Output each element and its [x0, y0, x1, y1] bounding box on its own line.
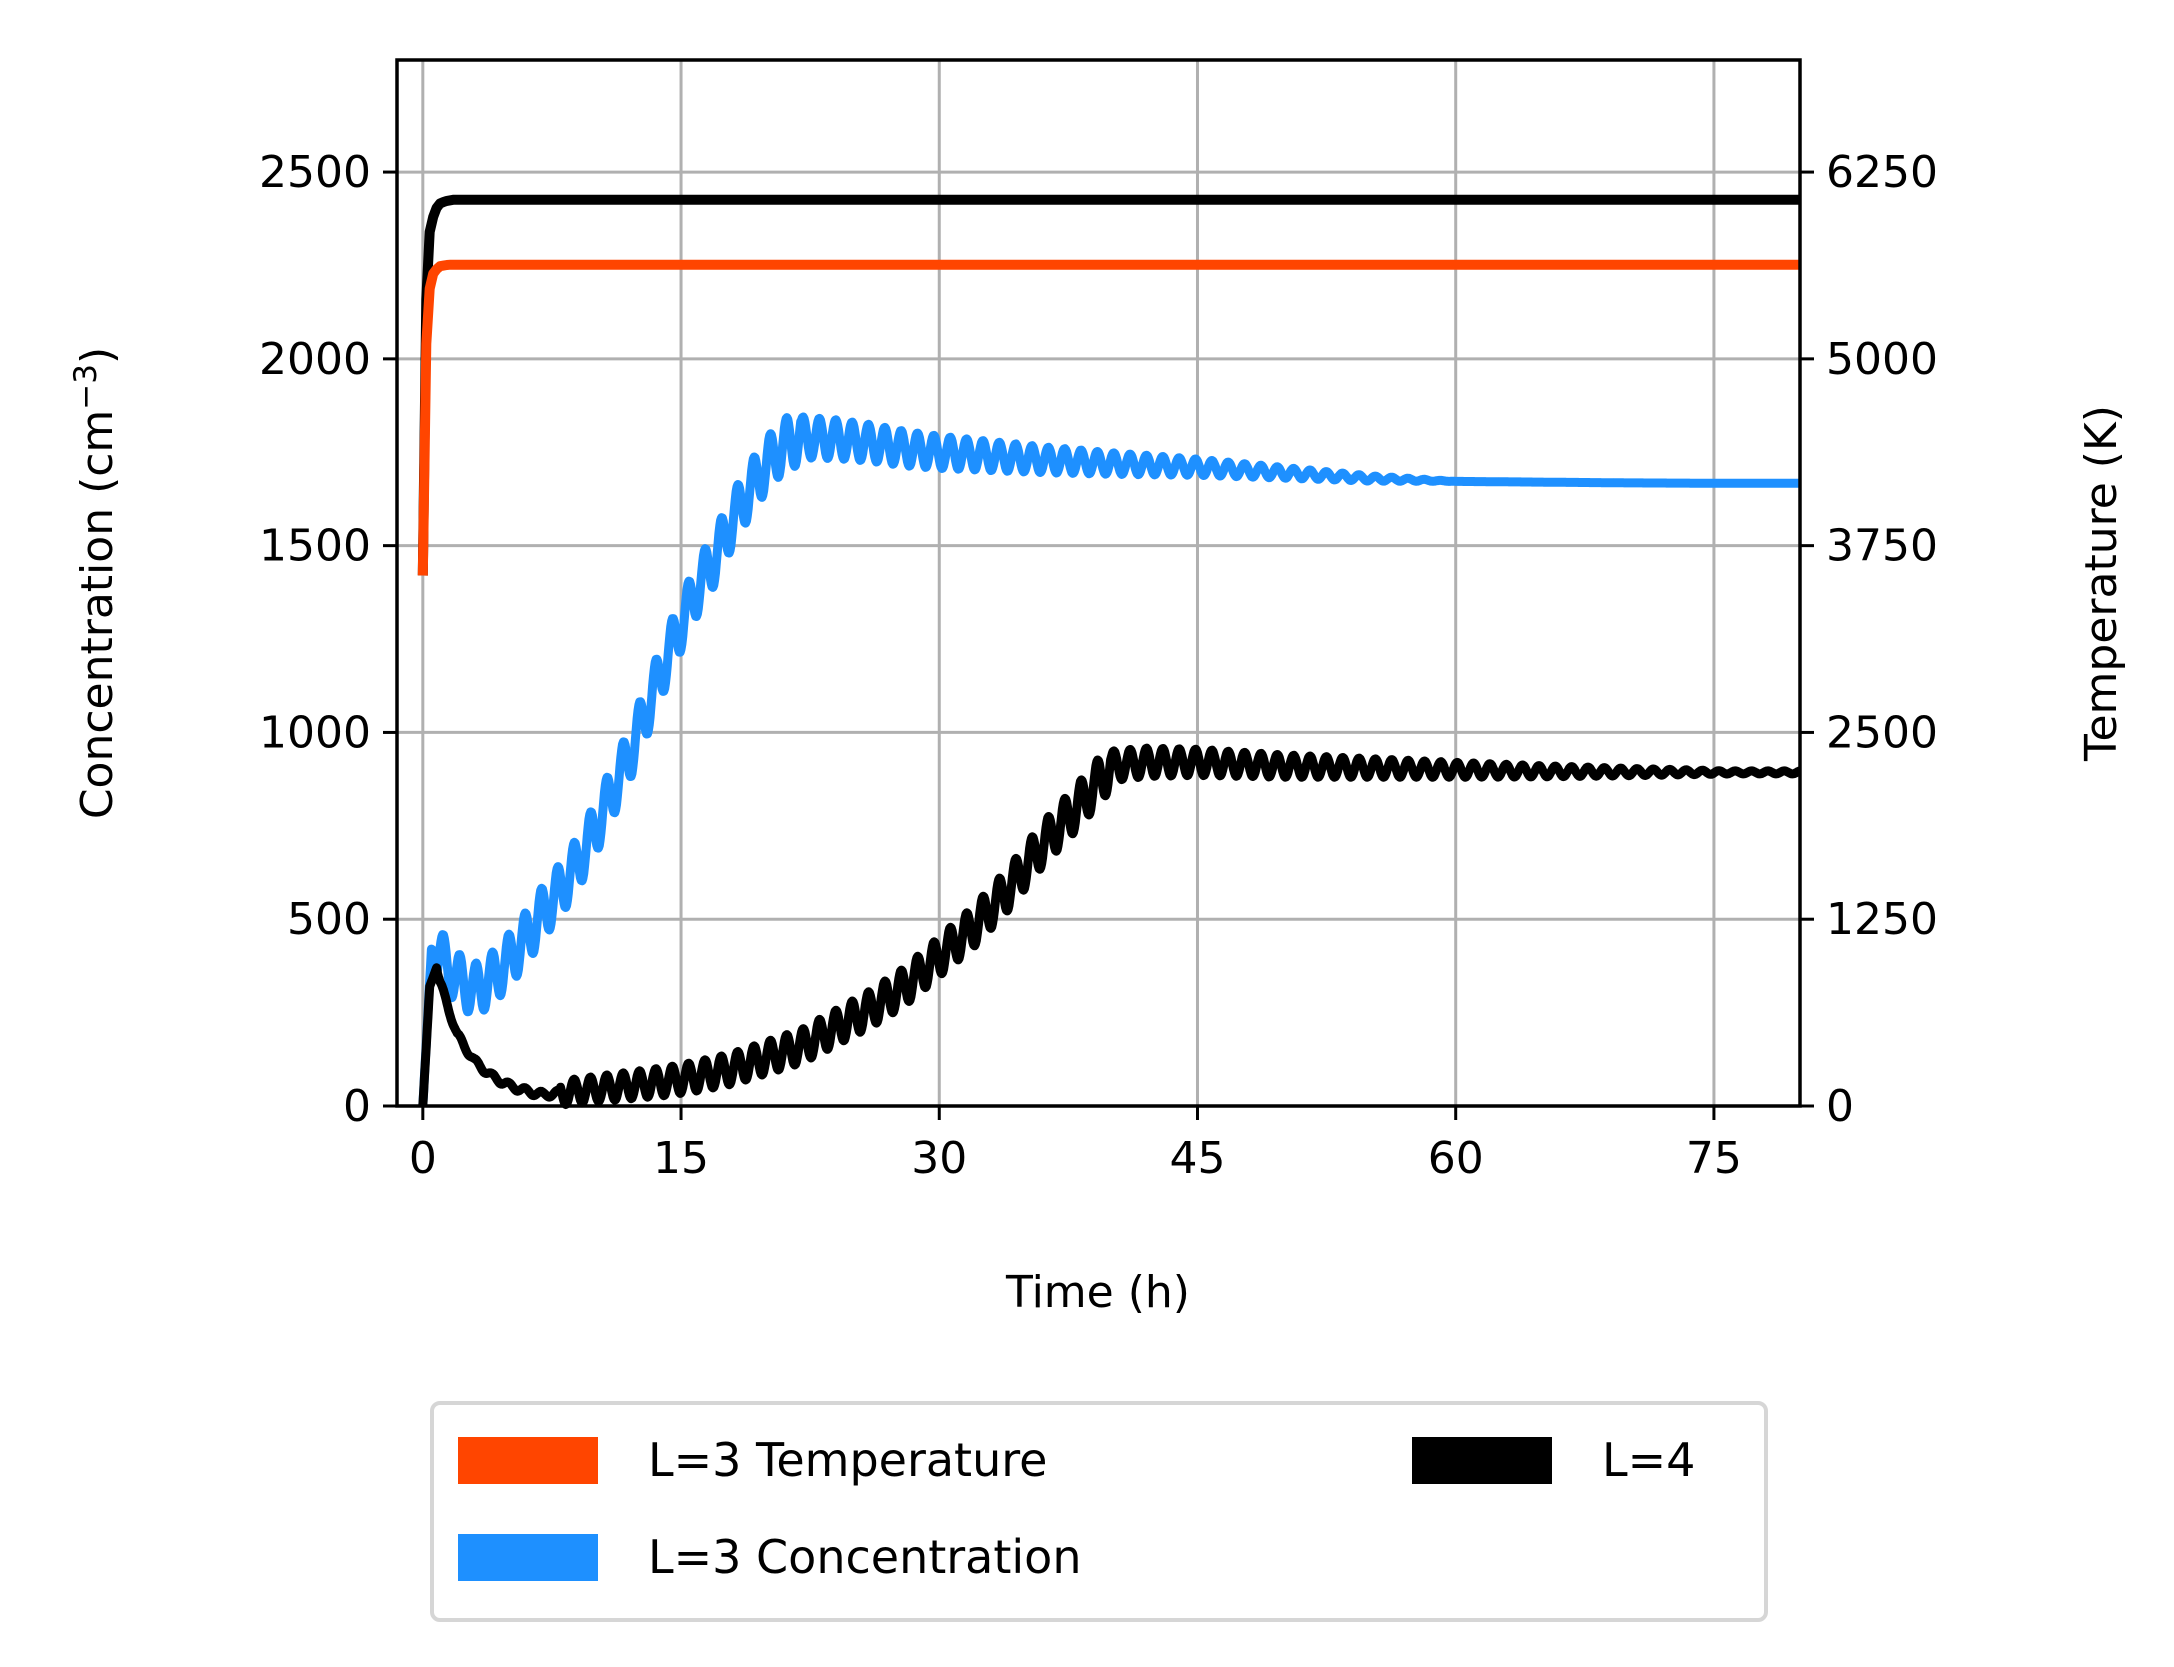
- y-axis-left-label-text: Concentration (cm: [72, 410, 123, 819]
- series-line-l-4-concentration: [418, 743, 1804, 1109]
- x-tick-label: 15: [653, 1133, 709, 1184]
- axes-frame: [395, 58, 1802, 1108]
- legend-item-temperature: L=3 Temperature: [458, 1433, 1047, 1487]
- legend-item-concentration: L=3 Concentration: [458, 1530, 1081, 1584]
- y-axis-right-label: Temperature (K): [2076, 405, 2127, 762]
- x-tick-label: 0: [409, 1133, 437, 1184]
- x-tick-label: 45: [1169, 1133, 1225, 1184]
- series-line-l-3-temperature: [417, 259, 1802, 576]
- y-axis-left: 0 500 1000 1500 2000 2500: [259, 147, 397, 1132]
- y-right-tick-label: 2500: [1826, 707, 1938, 758]
- y-axis-right: 0 1250 2500 3750 5000 6250: [1800, 147, 1938, 1132]
- legend-frame: [430, 1401, 1768, 1622]
- x-tick-label: 75: [1686, 1133, 1742, 1184]
- y-left-tick-label: 2500: [259, 147, 371, 198]
- legend: L=3 Temperature L=3 Concentration L=4: [430, 1401, 1768, 1622]
- y-right-tick-label: 1250: [1826, 894, 1938, 945]
- y-left-tick-label: 1000: [259, 707, 371, 758]
- y-axis-left-label: Concentration (cm−3): [68, 347, 123, 819]
- y-left-tick-label: 500: [287, 894, 371, 945]
- legend-item-l4: L=4: [1412, 1433, 1695, 1487]
- series-line-l-4-temperature: [417, 194, 1802, 576]
- grid: [397, 60, 1800, 1108]
- y-left-tick-label: 1500: [259, 521, 371, 572]
- legend-label-concentration: L=3 Concentration: [648, 1530, 1081, 1584]
- y-axis-left-label-close: ): [72, 347, 123, 364]
- x-axis-label: Time (h): [1005, 1267, 1190, 1318]
- plot-area: [417, 194, 1804, 1109]
- y-right-tick-label: 5000: [1826, 334, 1938, 385]
- legend-label-temperature: L=3 Temperature: [648, 1433, 1047, 1487]
- x-tick-label: 30: [911, 1133, 967, 1184]
- y-left-tick-label: 2000: [259, 334, 371, 385]
- y-left-tick-label: 0: [343, 1081, 371, 1132]
- y-right-tick-label: 0: [1826, 1081, 1854, 1132]
- legend-swatch-temperature: [458, 1437, 598, 1484]
- x-axis: 0 15 30 45 60 75: [409, 1106, 1742, 1184]
- legend-label-l4: L=4: [1602, 1433, 1695, 1487]
- legend-swatch-l4: [1412, 1437, 1552, 1484]
- y-axis-left-label-exponent: −3: [68, 364, 104, 410]
- series-line-l-3-concentration: [418, 412, 1804, 1107]
- x-tick-label: 60: [1428, 1133, 1484, 1184]
- legend-swatch-concentration: [458, 1534, 598, 1581]
- y-right-tick-label: 3750: [1826, 521, 1938, 572]
- y-right-tick-label: 6250: [1826, 147, 1938, 198]
